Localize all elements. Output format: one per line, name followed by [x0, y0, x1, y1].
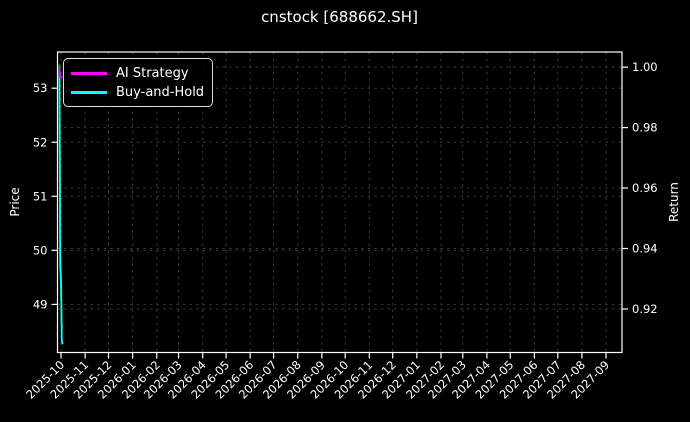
y-tick-label-left: 50	[33, 243, 48, 257]
series-line-buy-and-hold	[58, 67, 64, 345]
legend-label: AI Strategy	[116, 66, 189, 81]
legend-item-ai-strategy: AI Strategy	[71, 64, 204, 83]
legend-item-buy-and-hold: Buy-and-Hold	[71, 83, 204, 102]
y-tick-label-left: 53	[33, 81, 48, 95]
y-tick-label-right: 0.94	[632, 242, 658, 256]
y-tick-label-right: 0.96	[632, 181, 658, 195]
y-tick-label-left: 49	[33, 297, 48, 311]
legend-line-swatch-magenta	[71, 71, 107, 76]
y-tick-label-right: 1.00	[632, 60, 658, 74]
legend: AI Strategy Buy-and-Hold	[63, 58, 213, 107]
y-tick-label-right: 0.98	[632, 121, 658, 135]
y-tick-label-right: 0.92	[632, 302, 658, 316]
tick-labels: 2025-102025-112025-122026-012026-022026-…	[23, 60, 657, 401]
plot-border	[56, 51, 623, 354]
y-tick-label-left: 51	[33, 189, 48, 203]
y-tick-label-left: 52	[33, 135, 48, 149]
tick-marks	[51, 66, 628, 359]
series-line-ai-strategy	[58, 67, 63, 79]
chart-title: cnstock [688662.SH]	[261, 8, 418, 26]
legend-label: Buy-and-Hold	[116, 85, 205, 100]
legend-line-swatch-cyan	[71, 90, 107, 95]
